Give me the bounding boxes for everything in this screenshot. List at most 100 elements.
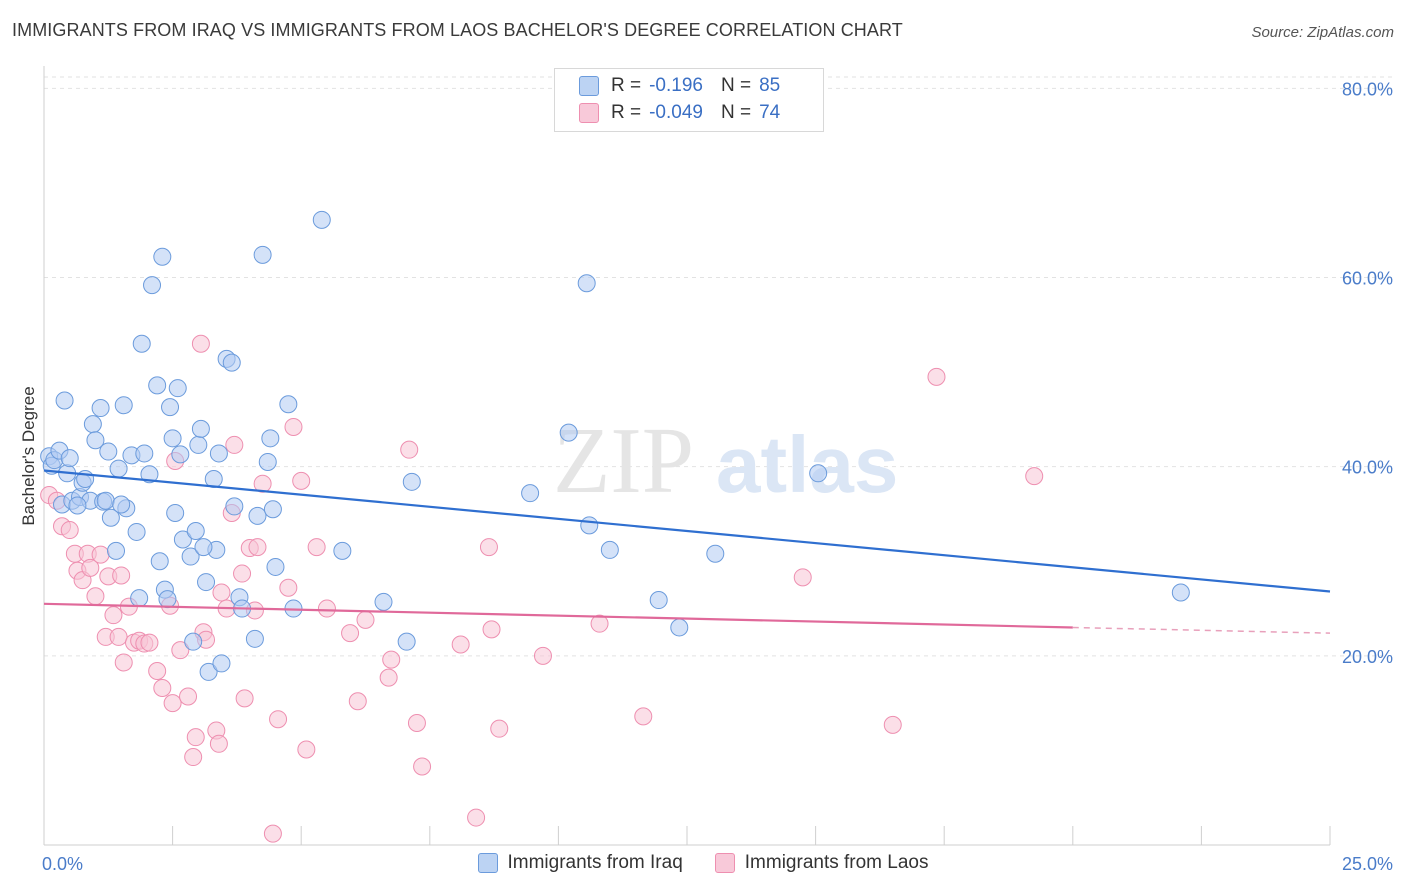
iraq-point: [171, 445, 190, 464]
iraq-point: [212, 654, 231, 673]
laos-points: [40, 334, 1044, 843]
legend-swatch-laos: [579, 103, 599, 123]
iraq-point: [114, 396, 133, 415]
iraq-point: [184, 632, 203, 651]
iraq-point: [279, 395, 298, 414]
laos-point: [104, 606, 123, 625]
iraq-point: [148, 376, 167, 395]
legend-swatch-laos: [714, 853, 735, 873]
laos-point: [140, 633, 159, 652]
laos-trend-line: [43, 602, 1073, 629]
iraq-point: [101, 508, 120, 527]
laos-point: [212, 583, 231, 602]
iraq-point: [225, 497, 244, 516]
laos-point: [233, 564, 252, 583]
laos-point: [114, 653, 133, 672]
iraq-point: [402, 472, 421, 491]
laos-point: [171, 641, 190, 660]
legend-r-value-iraq: -0.196: [649, 75, 703, 96]
iraq-point: [245, 629, 264, 648]
iraq-point: [130, 589, 149, 608]
iraq-point: [163, 429, 182, 448]
iraq-point: [173, 530, 192, 549]
iraq-point: [261, 429, 280, 448]
iraq-point: [107, 541, 126, 560]
laos-point: [356, 610, 375, 629]
legend-r-label: R =: [611, 75, 642, 96]
laos-point: [379, 668, 398, 687]
laos-point: [482, 620, 501, 639]
legend-r-label: R =: [611, 102, 642, 123]
iraq-point: [99, 442, 118, 461]
iraq-point: [96, 491, 115, 510]
laos-point: [407, 713, 426, 732]
laos-point: [163, 694, 182, 713]
iraq-point: [263, 500, 282, 519]
iraq-point: [86, 431, 105, 450]
iraq-point: [150, 552, 169, 571]
watermark-zip: ZIP: [553, 409, 694, 513]
iraq-point: [577, 274, 596, 293]
iraq-point: [333, 541, 352, 560]
iraq-point: [258, 452, 277, 471]
legend-swatch-iraq: [477, 853, 498, 873]
x-tick-label: 0.0%: [42, 854, 83, 874]
laos-point: [590, 614, 609, 633]
iraq-trend-line: [43, 469, 1331, 593]
laos-point: [533, 646, 552, 665]
iraq-point: [199, 662, 218, 681]
laos-point: [179, 687, 198, 706]
stats-legend: R = -0.196 N = 85 R = -0.049 N = 74: [554, 68, 824, 132]
laos-point: [81, 558, 100, 577]
chart-title: IMMIGRANTS FROM IRAQ VS IMMIGRANTS FROM …: [12, 20, 903, 40]
laos-point: [479, 538, 498, 557]
laos-point: [235, 689, 254, 708]
x-tick-label: 25.0%: [1342, 854, 1393, 874]
legend-item-laos[interactable]: Immigrants from Laos: [714, 852, 929, 874]
laos-point: [284, 417, 303, 436]
legend-label-iraq: Immigrants from Iraq: [507, 852, 683, 873]
iraq-point: [55, 391, 74, 410]
iraq-points: [40, 210, 1190, 681]
laos-point: [297, 740, 316, 759]
iraq-point: [189, 435, 208, 454]
laos-point: [91, 545, 110, 564]
iraq-point: [580, 516, 599, 535]
iraq-point: [706, 544, 725, 563]
laos-point: [148, 661, 167, 680]
y-tick-label: 20.0%: [1342, 647, 1393, 667]
iraq-point: [186, 522, 205, 540]
laos-trend-line-extension: [1072, 626, 1331, 634]
y-tick-label: 40.0%: [1342, 458, 1393, 478]
laos-point: [263, 824, 282, 843]
laos-point: [634, 707, 653, 726]
iraq-point: [158, 590, 177, 609]
source-label: Source: ZipAtlas.com: [1251, 24, 1394, 41]
laos-point: [467, 808, 486, 827]
laos-point: [341, 624, 360, 643]
laos-point: [413, 757, 432, 776]
laos-point: [292, 471, 311, 490]
y-tick-label: 80.0%: [1342, 79, 1393, 99]
iraq-point: [181, 547, 200, 566]
iraq-point: [197, 573, 216, 592]
iraq-point: [222, 353, 241, 372]
series-legend: Immigrants from Iraq Immigrants from Lao…: [0, 852, 1406, 874]
legend-n-value-laos: 74: [759, 102, 781, 123]
laos-point: [191, 334, 210, 353]
laos-point: [307, 538, 326, 557]
iraq-point: [600, 540, 619, 559]
iraq-point: [161, 398, 180, 417]
legend-item-iraq[interactable]: Immigrants from Iraq: [477, 852, 683, 874]
legend-label-laos: Immigrants from Laos: [744, 852, 929, 873]
iraq-point: [109, 459, 128, 478]
laos-point: [184, 748, 203, 767]
tick-labels: 20.0% 40.0% 60.0% 80.0% 0.0% 25.0%: [42, 79, 1393, 874]
laos-point: [253, 474, 272, 493]
iraq-point: [143, 276, 162, 295]
iraq-point: [253, 245, 272, 264]
laos-point: [269, 710, 288, 729]
legend-n-label: N =: [720, 75, 752, 96]
iraq-point: [112, 495, 131, 514]
